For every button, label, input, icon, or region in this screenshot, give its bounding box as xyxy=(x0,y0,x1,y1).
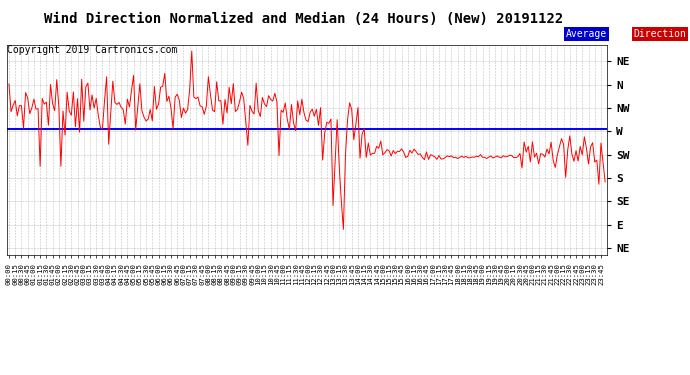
Text: Average: Average xyxy=(566,29,607,39)
Text: Direction: Direction xyxy=(633,29,687,39)
Text: Copyright 2019 Cartronics.com: Copyright 2019 Cartronics.com xyxy=(7,45,177,55)
Text: Wind Direction Normalized and Median (24 Hours) (New) 20191122: Wind Direction Normalized and Median (24… xyxy=(44,12,563,26)
